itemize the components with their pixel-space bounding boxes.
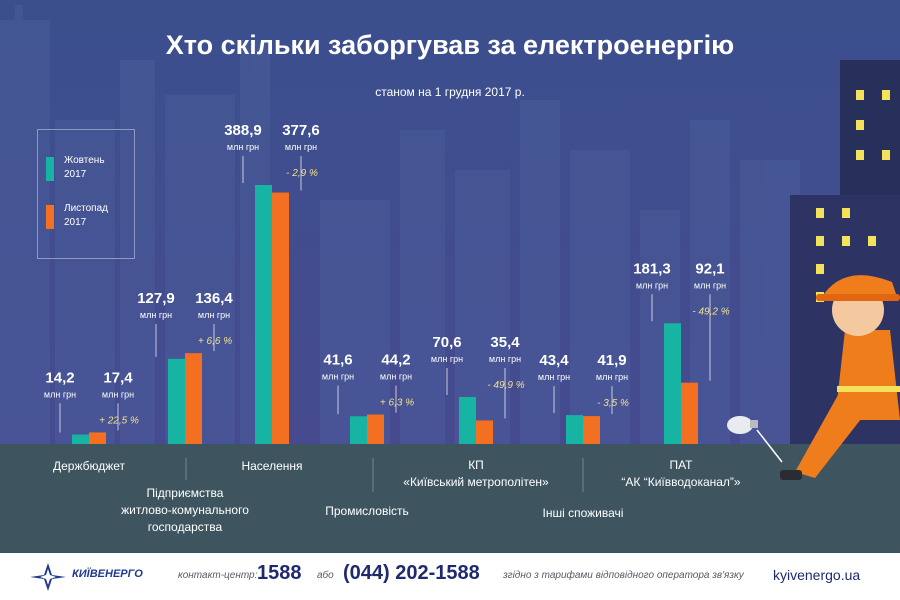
legend: Жовтень 2017 Листопад 2017 bbox=[37, 129, 135, 259]
value-label-oct-4: 70,6 bbox=[432, 334, 461, 351]
footer-short-number[interactable]: 1588 bbox=[257, 562, 302, 584]
city-skyline bbox=[0, 5, 800, 450]
category-label-1-1: житлово-комунального bbox=[121, 503, 249, 517]
unit-label-oct-2: млн грн bbox=[227, 142, 259, 152]
bar-nov-0 bbox=[89, 432, 106, 444]
change-label-3: + 6,3 % bbox=[380, 398, 414, 409]
bar-oct-2 bbox=[255, 185, 272, 444]
value-label-nov-3: 44,2 bbox=[381, 352, 410, 369]
legend-label-november: Листопад bbox=[64, 203, 108, 214]
category-label-1-2: господарства bbox=[148, 520, 223, 534]
legend-label-october-year: 2017 bbox=[64, 169, 87, 180]
value-label-nov-4: 35,4 bbox=[490, 334, 520, 351]
footer-or: або bbox=[317, 570, 334, 581]
value-label-oct-6: 181,3 bbox=[633, 260, 671, 277]
category-label-0-0: Держбюджет bbox=[53, 459, 126, 473]
unit-label-oct-3: млн грн bbox=[322, 372, 354, 382]
legend-swatch-november bbox=[46, 205, 54, 229]
category-label-6-0: ПАТ bbox=[669, 458, 693, 472]
change-label-4: - 49,9 % bbox=[487, 380, 524, 391]
category-label-3-0: Промисловість bbox=[325, 504, 409, 518]
value-label-oct-2: 388,9 bbox=[224, 122, 262, 139]
value-label-oct-1: 127,9 bbox=[137, 290, 175, 307]
value-label-nov-2: 377,6 bbox=[282, 122, 320, 139]
change-label-5: - 3,5 % bbox=[597, 398, 629, 409]
kyivenergo-logo-icon bbox=[30, 563, 66, 591]
change-label-2: - 2,9 % bbox=[286, 168, 318, 179]
bar-oct-4 bbox=[459, 396, 476, 444]
value-label-nov-1: 136,4 bbox=[195, 290, 233, 307]
bar-nov-5 bbox=[583, 416, 600, 444]
unit-label-oct-5: млн грн bbox=[538, 372, 570, 382]
legend-item-october: Жовтень 2017 bbox=[46, 154, 124, 182]
category-label-2-0: Населення bbox=[241, 459, 302, 473]
bar-nov-6 bbox=[681, 382, 698, 444]
unit-label-nov-5: млн грн bbox=[596, 372, 628, 382]
category-label-4-1: «Київський метрополітен» bbox=[403, 475, 549, 489]
footer-contact-label: контакт-центр: bbox=[178, 570, 258, 581]
unit-label-nov-1: млн грн bbox=[198, 310, 230, 320]
category-label-5-0: Інші споживачі bbox=[543, 506, 624, 520]
footer: КИЇВЕНЕРГО контакт-центр: 1588 або (044)… bbox=[0, 553, 900, 600]
legend-item-november: Листопад 2017 bbox=[46, 202, 124, 230]
bars-layer: 14,2 млн грн 17,4 млн грн + 22,5 % Держбюджет… bbox=[44, 122, 741, 534]
footer-logo-text: КИЇВЕНЕРГО bbox=[72, 568, 143, 580]
page-subtitle: станом на 1 грудня 2017 р. bbox=[375, 85, 525, 99]
bar-nov-1 bbox=[185, 353, 202, 444]
value-label-nov-0: 17,4 bbox=[103, 369, 133, 386]
unit-label-nov-0: млн грн bbox=[102, 389, 134, 399]
change-label-6: - 49,2 % bbox=[692, 306, 729, 317]
bar-oct-1 bbox=[168, 358, 185, 444]
bar-oct-6 bbox=[664, 323, 681, 444]
bar-oct-3 bbox=[350, 416, 367, 444]
value-label-oct-3: 41,6 bbox=[323, 352, 352, 369]
bar-nov-2 bbox=[272, 192, 289, 444]
unit-label-oct-6: млн грн bbox=[636, 280, 668, 290]
unit-label-oct-0: млн грн bbox=[44, 389, 76, 399]
unit-label-nov-6: млн грн bbox=[694, 280, 726, 290]
footer-tariff-note: згідно з тарифами відповідного оператора… bbox=[503, 570, 744, 581]
unit-label-nov-2: млн грн bbox=[285, 142, 317, 152]
ground bbox=[0, 444, 900, 553]
ground-dividers bbox=[185, 458, 584, 492]
unit-label-oct-1: млн грн bbox=[140, 310, 172, 320]
unit-label-nov-4: млн грн bbox=[489, 354, 521, 364]
change-label-0: + 22,5 % bbox=[99, 415, 139, 426]
page-title: Хто скільки заборгував за електроенергію bbox=[165, 30, 735, 60]
value-label-oct-0: 14,2 bbox=[45, 369, 74, 386]
change-label-1: + 6,6 % bbox=[198, 336, 232, 347]
footer-phone[interactable]: (044) 202-1588 bbox=[343, 562, 480, 584]
bar-oct-5 bbox=[566, 415, 583, 444]
footer-website-link[interactable]: kyivenergo.ua bbox=[773, 567, 861, 583]
bar-oct-0 bbox=[72, 434, 89, 444]
category-label-6-1: “АК “Київводоканал”» bbox=[621, 475, 741, 489]
bar-nov-4 bbox=[476, 420, 493, 444]
worker-illustration bbox=[727, 275, 900, 480]
value-label-nov-5: 41,9 bbox=[597, 352, 626, 369]
category-label-1-0: Підприємства bbox=[147, 486, 224, 500]
bar-nov-3 bbox=[367, 414, 384, 444]
legend-label-november-year: 2017 bbox=[64, 217, 87, 228]
value-label-oct-5: 43,4 bbox=[539, 352, 569, 369]
legend-swatch-october bbox=[46, 157, 54, 181]
unit-label-nov-3: млн грн bbox=[380, 372, 412, 382]
legend-label-october: Жовтень bbox=[64, 155, 105, 166]
value-label-nov-6: 92,1 bbox=[695, 260, 724, 277]
category-label-4-0: КП bbox=[468, 458, 484, 472]
unit-label-oct-4: млн грн bbox=[431, 354, 463, 364]
